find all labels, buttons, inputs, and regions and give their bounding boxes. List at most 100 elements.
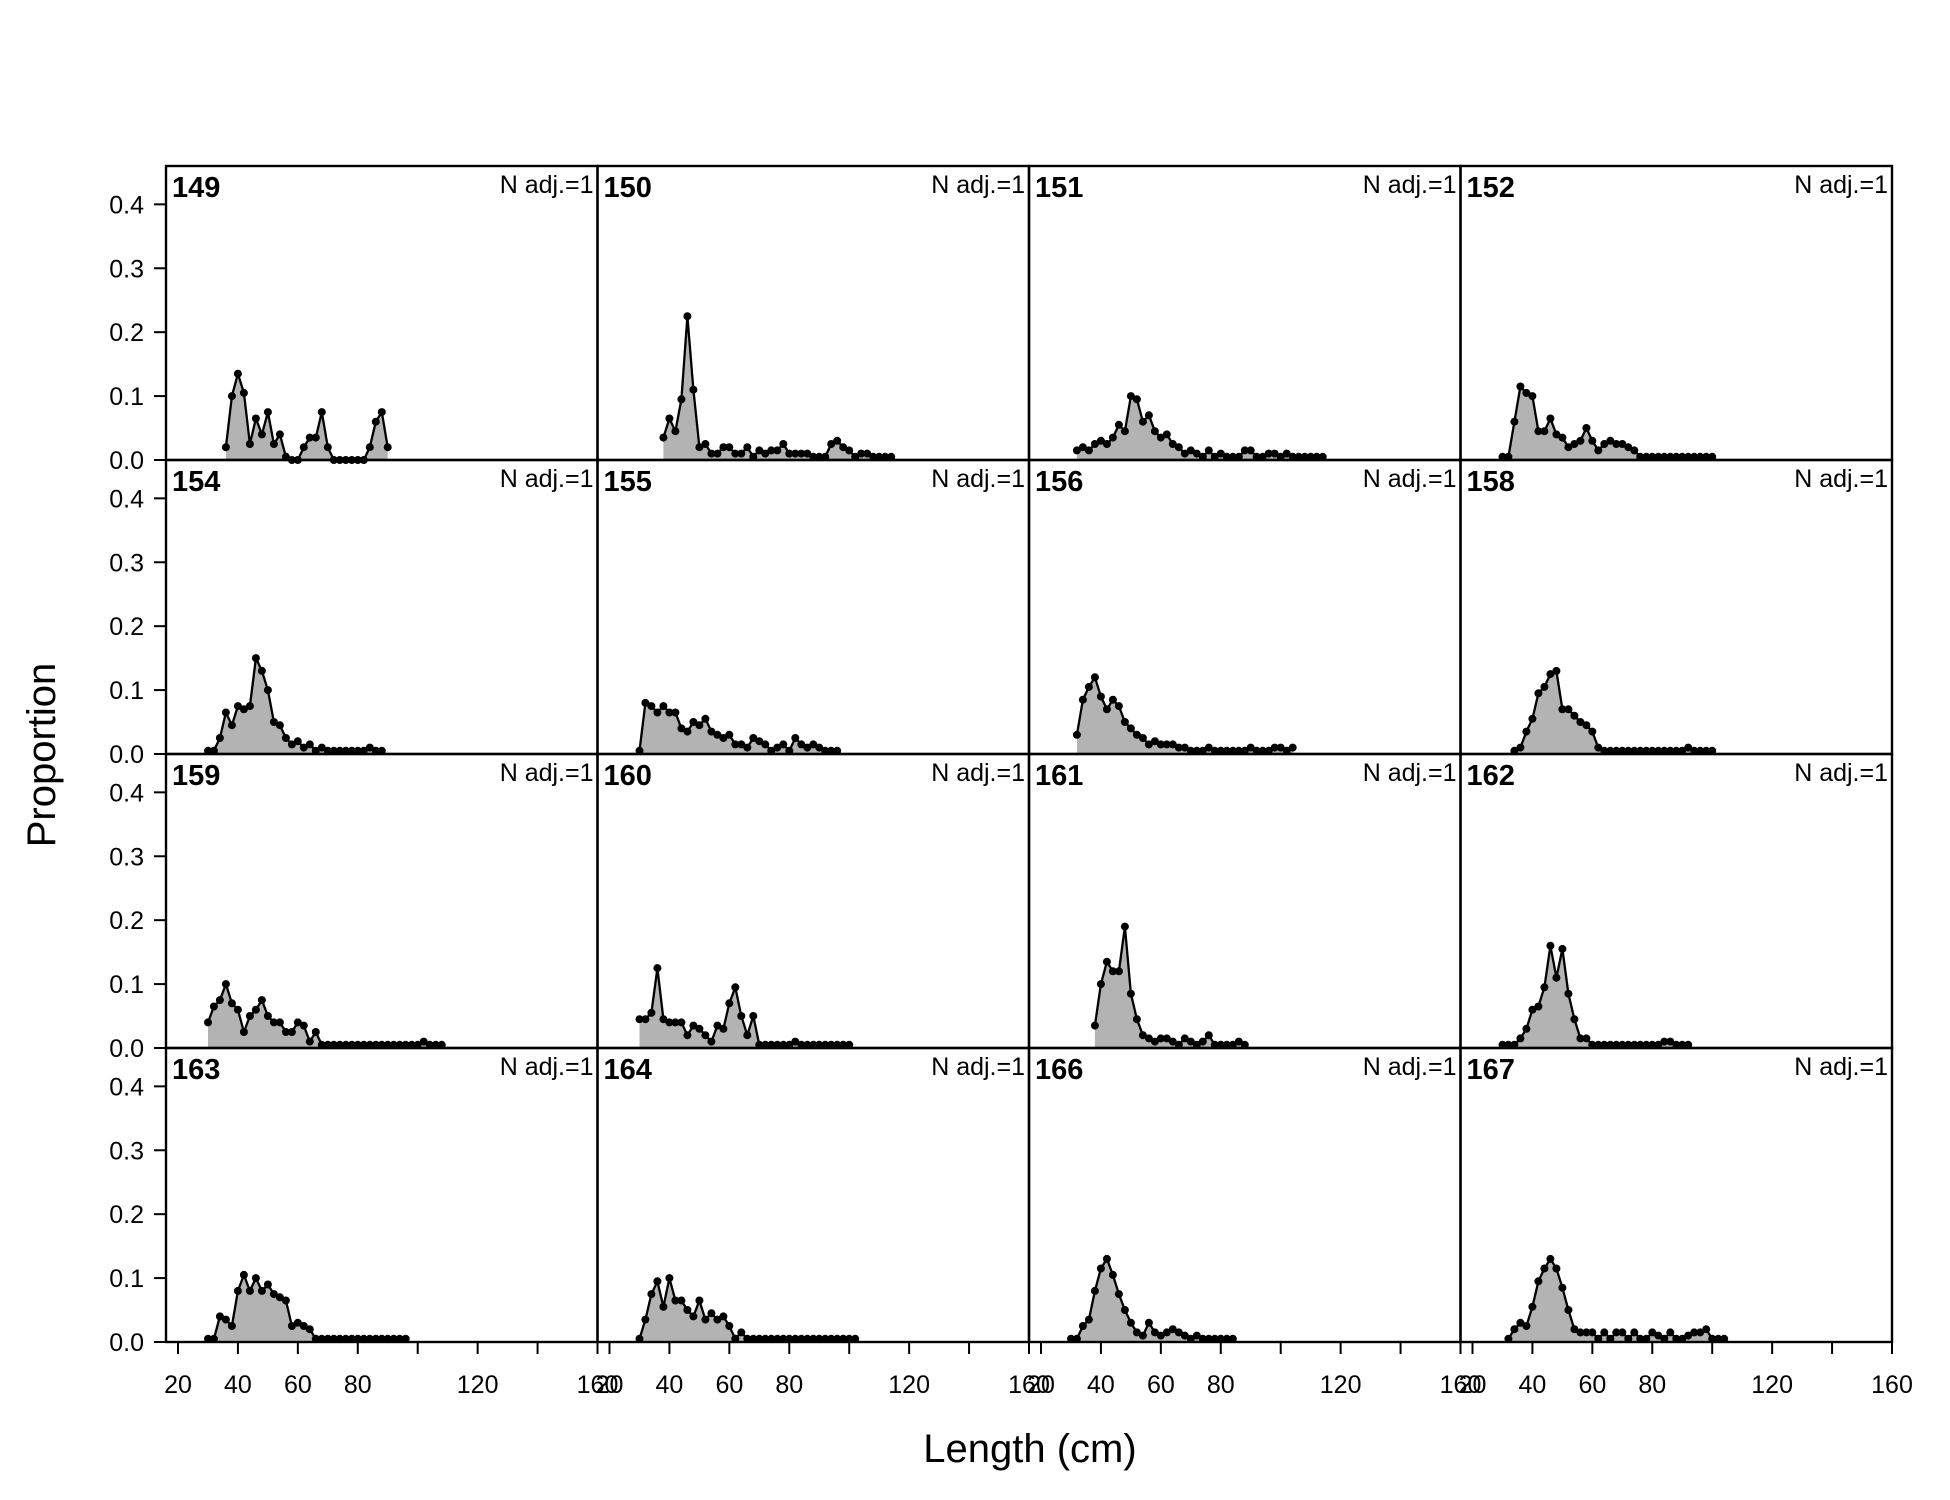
data-point	[1102, 440, 1111, 448]
data-point	[347, 746, 356, 755]
panel-frame	[1459, 1046, 1894, 1344]
data-point	[287, 1322, 296, 1330]
data-point	[1114, 967, 1123, 976]
data-point	[761, 740, 770, 749]
data-point	[671, 1296, 680, 1305]
data-point	[1162, 740, 1171, 749]
data-point	[1204, 1031, 1213, 1040]
data-point	[713, 1021, 722, 1030]
data-point	[1096, 692, 1105, 701]
x-tick-label: 60	[284, 1371, 312, 1399]
data-point	[779, 740, 788, 749]
data-point	[1636, 452, 1645, 461]
data-point	[209, 1002, 218, 1011]
panel-grid: 149 N adj.=1 154 N adj.=1 159 N adj.=1 163 N ad…	[164, 164, 1894, 1344]
data-point	[1084, 446, 1093, 455]
data-point	[659, 1015, 668, 1024]
data-point	[803, 743, 812, 752]
data-point	[251, 1005, 260, 1014]
data-point	[1552, 973, 1561, 982]
data-point	[1210, 452, 1219, 461]
data-point	[1072, 446, 1081, 455]
data-point	[257, 1286, 266, 1295]
x-tick-label: 20	[164, 1371, 192, 1399]
data-point	[737, 740, 746, 749]
data-point	[239, 1028, 248, 1036]
data-point	[1114, 420, 1123, 429]
data-point	[773, 743, 782, 752]
data-point	[1672, 452, 1681, 461]
data-point	[1576, 1328, 1585, 1337]
data-point	[305, 1325, 314, 1334]
data-point	[857, 449, 866, 458]
data-point	[761, 449, 770, 458]
panel-title: 150	[604, 172, 652, 204]
panel-159: 159 N adj.=1	[164, 752, 599, 1050]
data-point	[1528, 1005, 1537, 1014]
panel-n-adj: N adj.=1	[500, 171, 594, 199]
area-fill-163	[208, 1274, 406, 1342]
y-tick-label: 0.3	[109, 255, 144, 283]
data-point	[1240, 746, 1249, 755]
data-point	[1528, 714, 1537, 723]
panel-frame	[596, 164, 1031, 462]
data-point	[641, 1015, 650, 1024]
data-point	[1294, 452, 1303, 461]
data-point	[1312, 452, 1321, 461]
panel-150: 150 N adj.=1	[596, 164, 1031, 462]
data-point	[204, 1018, 212, 1027]
data-point	[1558, 705, 1567, 714]
data-point	[1510, 746, 1519, 755]
data-point	[1138, 417, 1147, 426]
data-point	[797, 740, 806, 749]
data-point	[1576, 718, 1585, 726]
panel-n-adj: N adj.=1	[931, 465, 1025, 493]
data-point	[665, 708, 674, 717]
panel-title: 163	[172, 1054, 220, 1086]
data-point	[1108, 967, 1117, 976]
data-point	[1588, 727, 1597, 736]
data-point	[1642, 746, 1651, 755]
data-point	[1528, 1302, 1537, 1311]
panel-163: 163 N adj.=1	[164, 1046, 599, 1344]
x-tick-label: 40	[1519, 1371, 1547, 1399]
panel-n-adj: N adj.=1	[931, 759, 1025, 787]
data-point	[1168, 1037, 1177, 1046]
data-point	[1600, 746, 1609, 755]
data-point	[1264, 449, 1273, 458]
data-point	[293, 1318, 302, 1327]
data-point	[701, 1315, 710, 1324]
y-tick-label: 0.3	[109, 843, 144, 871]
data-point	[719, 734, 728, 742]
data-point	[737, 1328, 746, 1337]
data-point	[365, 743, 374, 752]
data-point	[1672, 746, 1681, 755]
data-point	[767, 746, 776, 755]
data-point	[275, 1018, 284, 1027]
data-point	[311, 1028, 320, 1036]
data-point	[1666, 746, 1675, 755]
data-point	[1114, 1290, 1123, 1299]
data-point	[731, 740, 740, 749]
data-point	[1252, 746, 1261, 755]
data-point	[263, 1012, 272, 1020]
data-point	[299, 743, 308, 752]
data-point	[1186, 746, 1195, 755]
data-point	[665, 414, 674, 423]
data-point	[251, 414, 260, 423]
panel-n-adj: N adj.=1	[1363, 171, 1457, 199]
data-point	[653, 1277, 662, 1286]
data-point	[323, 746, 332, 755]
data-point	[677, 724, 686, 733]
data-point	[737, 449, 746, 458]
x-tick-label: 60	[1147, 1371, 1175, 1399]
y-tick-label: 0.4	[109, 1073, 144, 1101]
data-point	[1234, 746, 1243, 755]
data-point	[1264, 746, 1273, 755]
data-point	[1186, 1037, 1195, 1046]
data-point	[665, 1018, 674, 1027]
data-point	[809, 740, 818, 749]
data-point	[1564, 989, 1573, 998]
data-point	[755, 446, 764, 455]
